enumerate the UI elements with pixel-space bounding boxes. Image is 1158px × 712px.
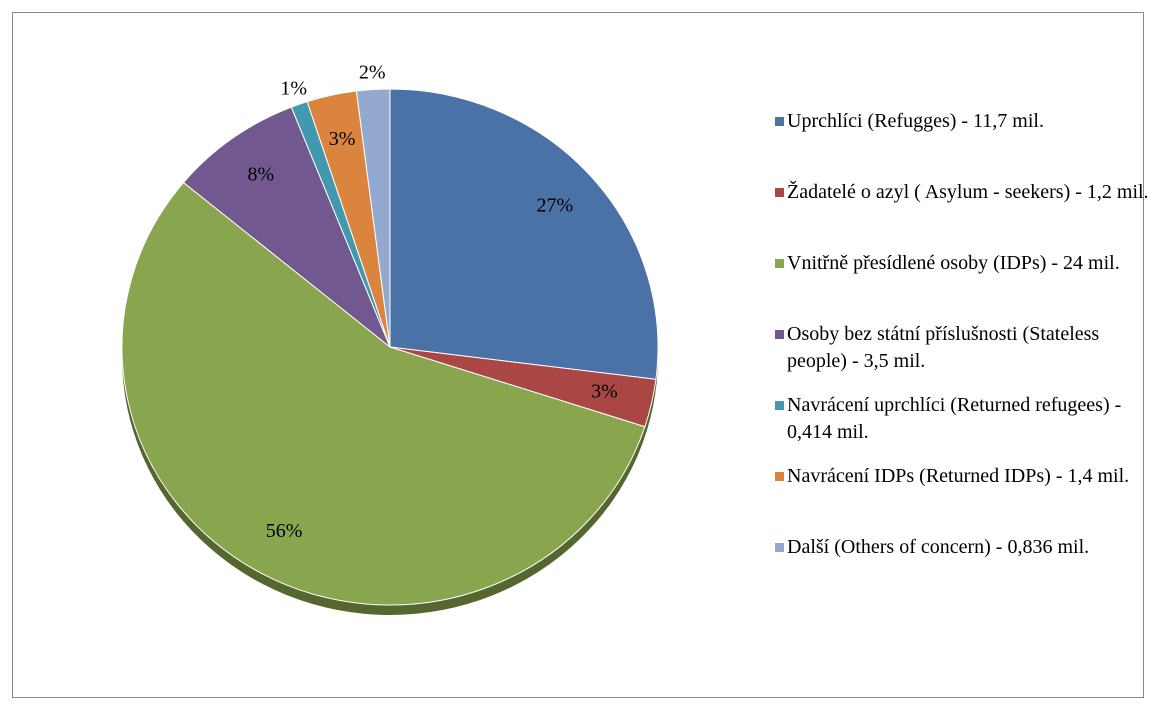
legend-swatch	[775, 543, 784, 552]
legend-label: Navrácení IDPs (Returned IDPs) - 1,4 mil…	[787, 465, 1130, 487]
pie-slice	[389, 88, 659, 380]
legend-label: Navrácení uprchlíci (Returned refugees) …	[787, 394, 1122, 443]
chart-frame	[12, 12, 1144, 698]
legend-swatch	[775, 188, 784, 197]
legend-item: Navrácení IDPs (Returned IDPs) - 1,4 mil…	[775, 463, 1150, 534]
data-label: 27%	[537, 195, 574, 217]
legend-label: Uprchlíci (Refugges) - 11,7 mil.	[787, 110, 1044, 132]
legend-item: Navrácení uprchlíci (Returned refugees) …	[775, 392, 1150, 463]
legend-item: Další (Others of concern) - 0,836 mil.	[775, 534, 1150, 605]
data-label: 56%	[266, 520, 303, 542]
data-label: 1%	[280, 77, 307, 99]
legend-label: Další (Others of concern) - 0,836 mil.	[787, 536, 1090, 558]
legend-label: Žadatelé o azyl ( Asylum - seekers) - 1,…	[787, 181, 1149, 203]
legend-label: Osoby bez státní příslušnosti (Stateless…	[787, 323, 1100, 372]
pie-slice	[121, 181, 646, 606]
legend-swatch	[775, 330, 784, 339]
data-label: 8%	[247, 163, 274, 185]
legend-item: Vnitřně přesídlené osoby (IDPs) - 24 mil…	[775, 250, 1150, 321]
data-label: 3%	[591, 381, 618, 403]
legend-item: Uprchlíci (Refugges) - 11,7 mil.	[775, 108, 1150, 179]
legend-item: Žadatelé o azyl ( Asylum - seekers) - 1,…	[775, 179, 1150, 250]
legend-swatch	[775, 401, 784, 410]
legend-swatch	[775, 259, 784, 268]
legend-swatch	[775, 117, 784, 126]
data-label: 3%	[329, 128, 356, 150]
legend-label: Vnitřně přesídlené osoby (IDPs) - 24 mil…	[787, 252, 1120, 274]
legend-item: Osoby bez státní příslušnosti (Stateless…	[775, 321, 1150, 392]
pie-slice	[182, 106, 392, 349]
legend-swatch	[775, 472, 784, 481]
data-label: 2%	[359, 62, 386, 84]
legend: Uprchlíci (Refugges) - 11,7 mil. Žadatelé…	[775, 108, 1150, 605]
pie-slice	[355, 88, 391, 348]
